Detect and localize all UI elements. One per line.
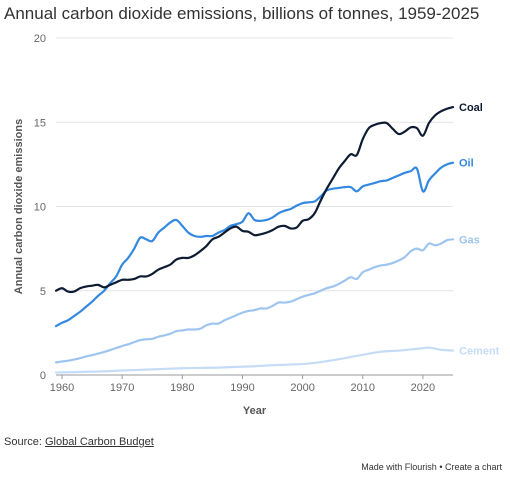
x-tick-label-2010: 2010: [351, 382, 375, 394]
x-axis-title: Year: [243, 405, 267, 417]
series-label-coal: Coal: [459, 102, 483, 114]
x-tick-label-2020: 2020: [411, 382, 435, 394]
x-tick-label-2000: 2000: [290, 382, 314, 394]
y-axis-ticks: 0 5 10 15 20: [34, 33, 46, 382]
series-label-oil: Oil: [459, 158, 474, 170]
made-with-flourish-link[interactable]: Made with Flourish: [361, 462, 437, 472]
footer: Made with Flourish • Create a chart: [361, 462, 502, 472]
series-line-cement: [54, 346, 455, 374]
y-tick-label-10: 10: [34, 202, 46, 214]
y-axis-title: Annual carbon dioxide emissions: [13, 119, 25, 294]
y-tick-label-20: 20: [34, 33, 46, 45]
chart-title: Annual carbon dioxide emissions, billion…: [4, 4, 480, 23]
series-label-cement: Cement: [459, 346, 500, 358]
footer-separator: •: [436, 462, 445, 472]
x-tick-label-1970: 1970: [110, 382, 134, 394]
source-prefix: Source:: [4, 436, 45, 448]
y-tick-label-0: 0: [40, 370, 46, 382]
create-chart-link[interactable]: Create a chart: [444, 462, 502, 472]
y-tick-label-5: 5: [40, 286, 46, 298]
series-line-oil: [54, 161, 455, 328]
x-tick-label-1990: 1990: [230, 382, 254, 394]
x-tick-label-1980: 1980: [170, 382, 194, 394]
series-label-gas: Gas: [459, 234, 480, 246]
series-line-gas: [54, 238, 455, 364]
source-link[interactable]: Global Carbon Budget: [44, 436, 154, 448]
x-axis-ticks: 1960 1970 1980 1990 2000 2010 2020: [50, 375, 435, 394]
y-tick-label-15: 15: [34, 117, 46, 129]
series-labels: Cement Gas Oil Coal: [459, 102, 500, 357]
series-line-coal: [54, 105, 455, 294]
series-lines: [54, 105, 455, 374]
x-tick-label-1960: 1960: [50, 382, 74, 394]
gridlines: [56, 37, 453, 376]
source-note: Source: Global Carbon Budget: [4, 436, 154, 448]
